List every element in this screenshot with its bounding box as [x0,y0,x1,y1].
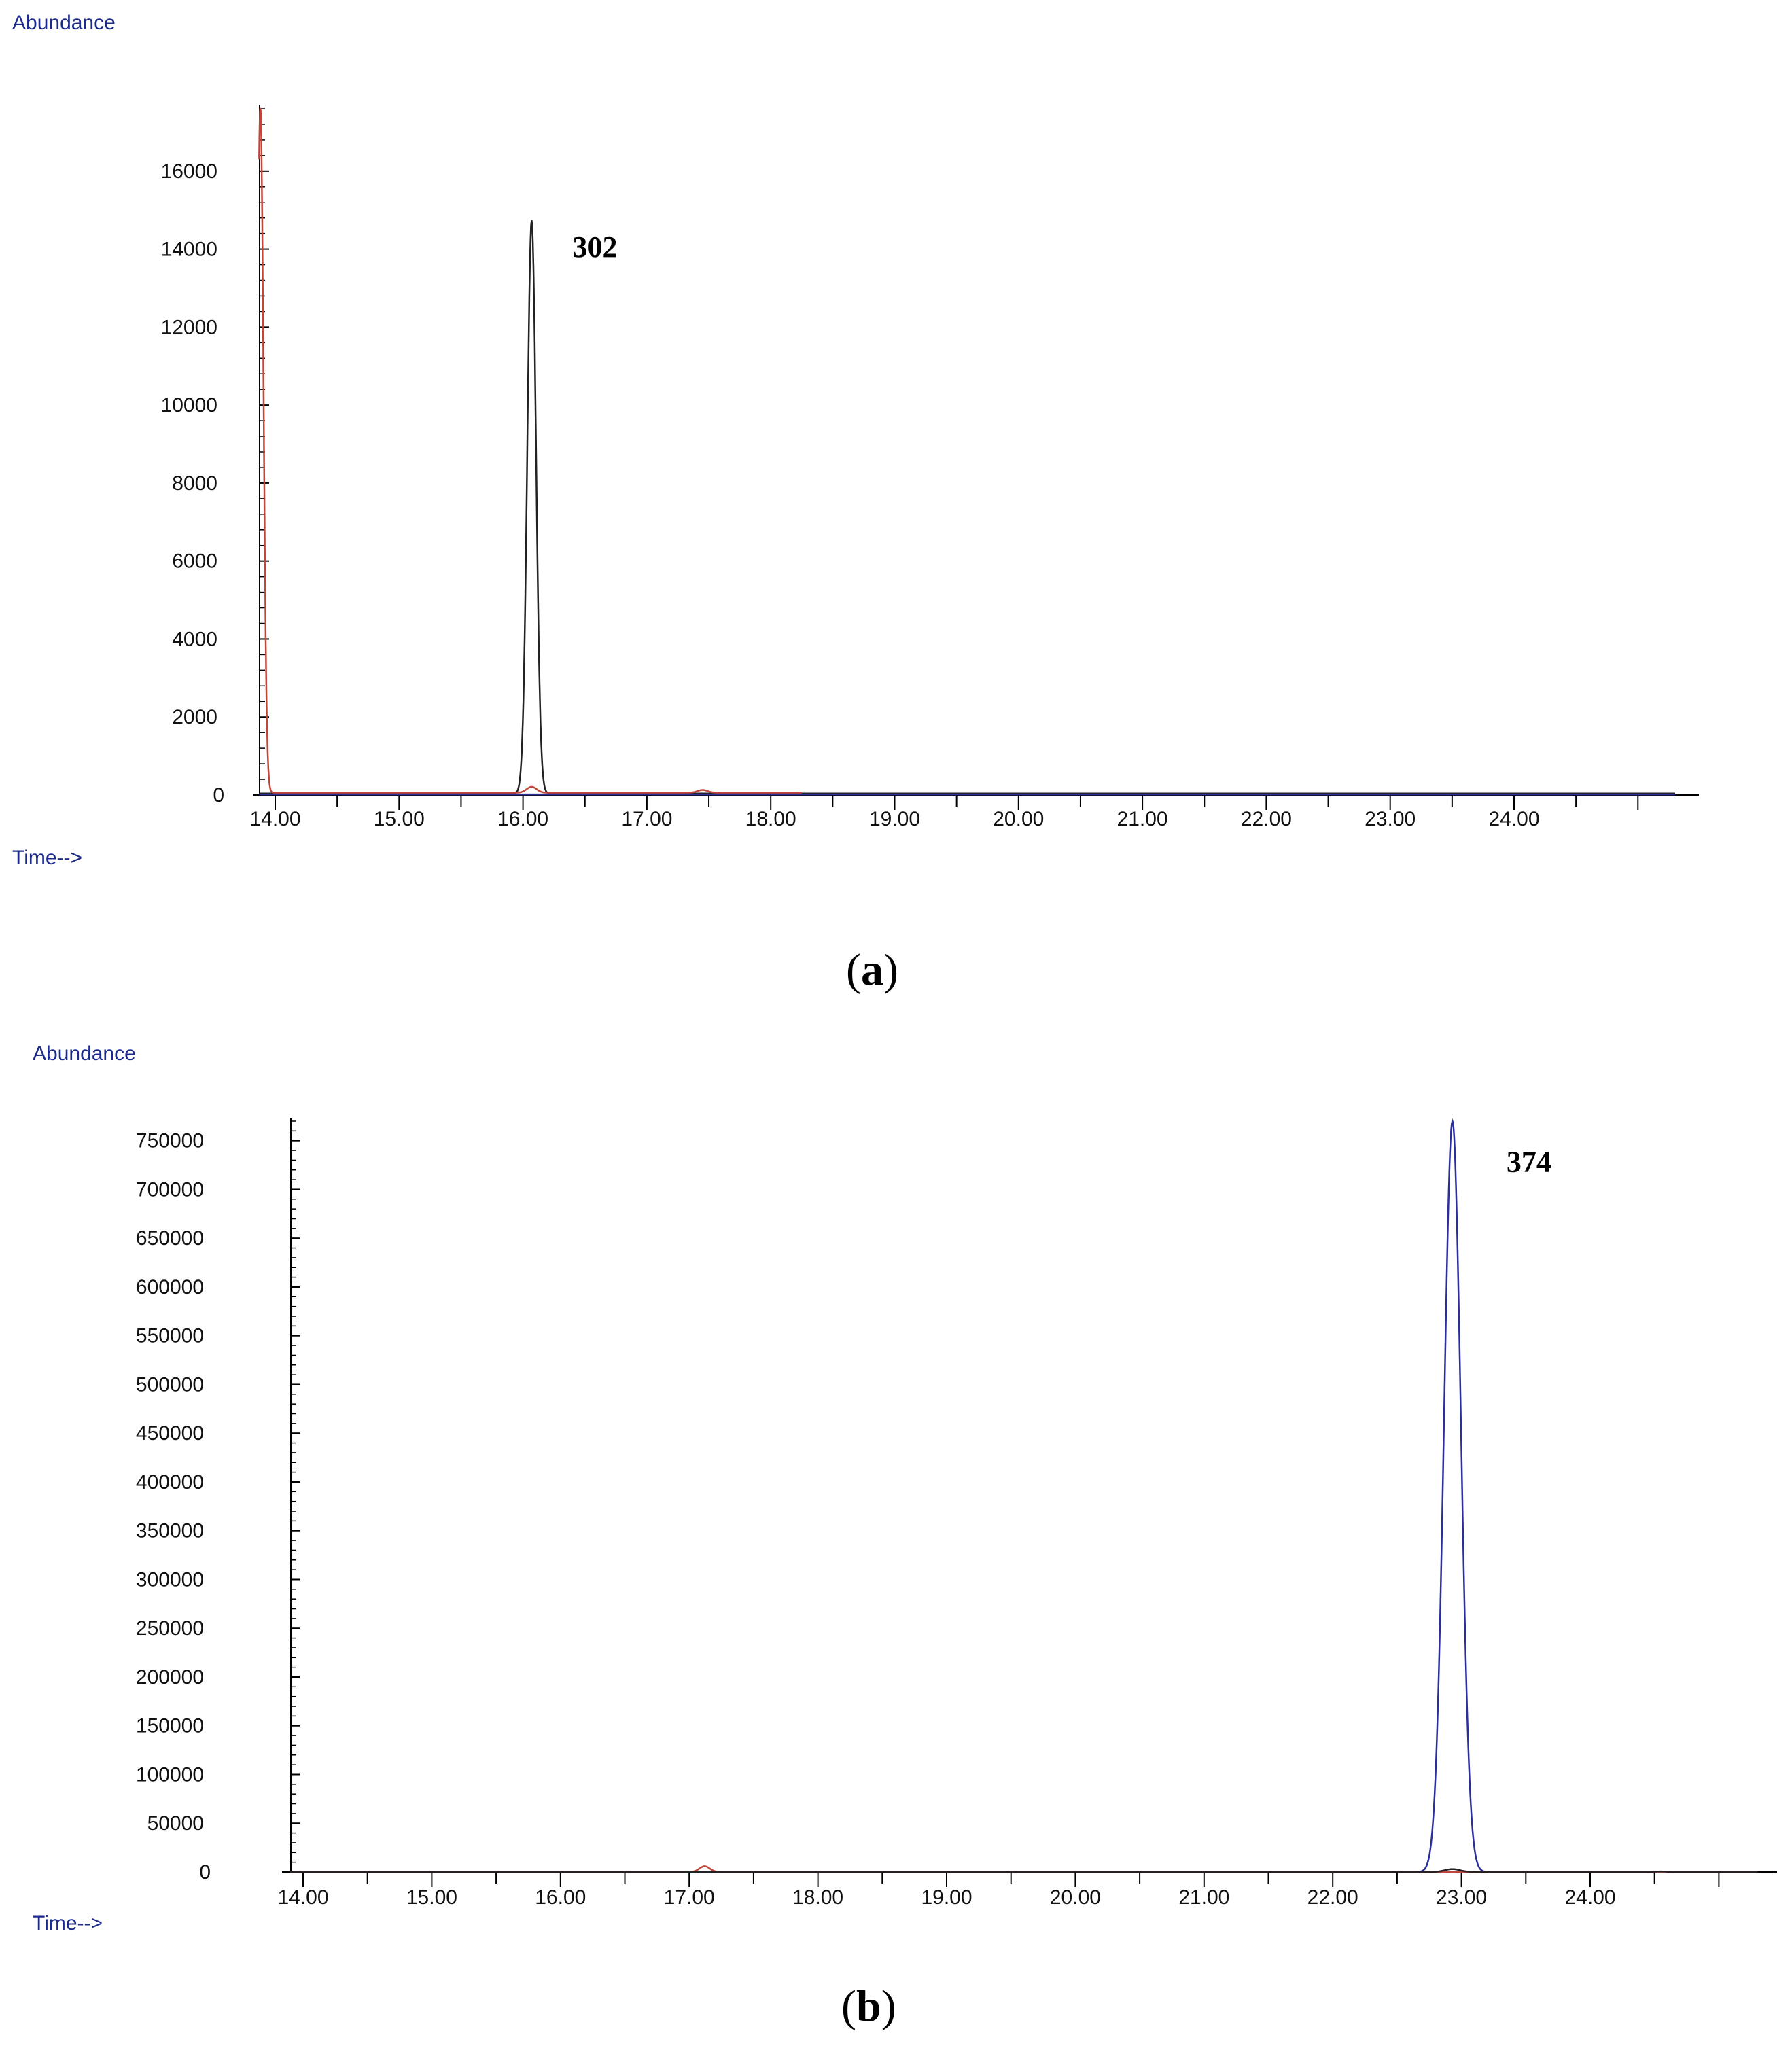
x-tick-label: 18.00 [745,808,796,830]
y-tick-label: 550000 [136,1325,204,1347]
x-tick-label: 20.00 [993,808,1044,830]
series-trace-1 [290,1865,1758,1873]
chromatogram-b-chart: Abundance Time--> 0 50000 100000 150000 200000… [33,1042,1777,1935]
series-trace-2 [290,1868,1758,1873]
x-tick-label: 22.00 [1307,1886,1358,1909]
y-tick-label: 50000 [147,1812,204,1835]
panel-label-a: (a) [846,945,898,995]
y-tick-label: 150000 [136,1715,204,1737]
y-tick-label: 2000 [172,706,217,728]
x-tick-label: 21.00 [1117,808,1168,830]
y-tick-label: 16000 [161,160,217,183]
peak-annotation: 302 [573,230,618,264]
y-tick-label: 14000 [161,239,217,261]
x-tick-label: 21.00 [1178,1886,1229,1909]
y-tick-label: 6000 [172,550,217,573]
y-tick-label: 350000 [136,1520,204,1542]
y-tick-label: 750000 [136,1130,204,1152]
x-tick-label: 22.00 [1241,808,1292,830]
peak-annotation: 374 [1507,1146,1551,1179]
x-tick-label: 19.00 [869,808,920,830]
x-tick-label: 15.00 [374,808,425,830]
y-tick-label: 300000 [136,1568,204,1591]
x-tick-label: 17.00 [664,1886,715,1909]
y-tick-label: 4000 [172,628,217,650]
y-tick-label: 0 [199,1861,211,1884]
x-tick-label: 14.00 [277,1886,328,1909]
y-tick-label: 8000 [172,472,217,495]
x-tick-label: 23.00 [1365,808,1416,830]
y-tick-label: 600000 [136,1276,204,1299]
series-trace-0 [259,220,1675,794]
x-axis-label: Time--> [33,1912,103,1935]
x-tick-label: 16.00 [497,808,548,830]
panel-label-b: (b) [841,1981,896,2031]
y-tick-label: 0 [213,784,224,807]
x-tick-label: 24.00 [1564,1886,1615,1909]
series-trace-1 [258,107,802,794]
y-tick-label: 10000 [161,394,217,417]
x-tick-label: 17.00 [621,808,672,830]
x-tick-label: 23.00 [1436,1886,1487,1909]
x-tick-label: 20.00 [1050,1886,1101,1909]
chromatogram-panel-a: Abundance Time--> 0 2000 4000 6000 8000 10000 12… [0,0,1792,1006]
x-tick-label: 15.00 [406,1886,457,1909]
y-tick-label: 200000 [136,1666,204,1689]
y-axis-label: Abundance [12,12,116,34]
x-tick-label: 14.00 [249,808,300,830]
y-tick-label: 250000 [136,1617,204,1640]
y-tick-label: 700000 [136,1178,204,1201]
y-tick-label: 400000 [136,1471,204,1494]
y-tick-label: 500000 [136,1373,204,1396]
chromatogram-a-chart: Abundance Time--> 0 2000 4000 6000 8000 10000 12… [12,12,1699,869]
y-tick-label: 100000 [136,1763,204,1786]
x-tick-label: 19.00 [921,1886,972,1909]
y-tick-label: 450000 [136,1422,204,1445]
x-tick-label: 24.00 [1488,808,1539,830]
y-tick-label: 12000 [161,316,217,338]
series-trace-0 [290,1118,1758,1873]
y-tick-label: 650000 [136,1227,204,1250]
y-axis-label: Abundance [33,1042,136,1065]
x-tick-label: 16.00 [535,1886,586,1909]
x-axis-label: Time--> [12,847,82,869]
chromatogram-panel-b: Abundance Time--> 0 50000 100000 150000 200000… [0,1026,1792,2048]
x-tick-label: 18.00 [792,1886,843,1909]
